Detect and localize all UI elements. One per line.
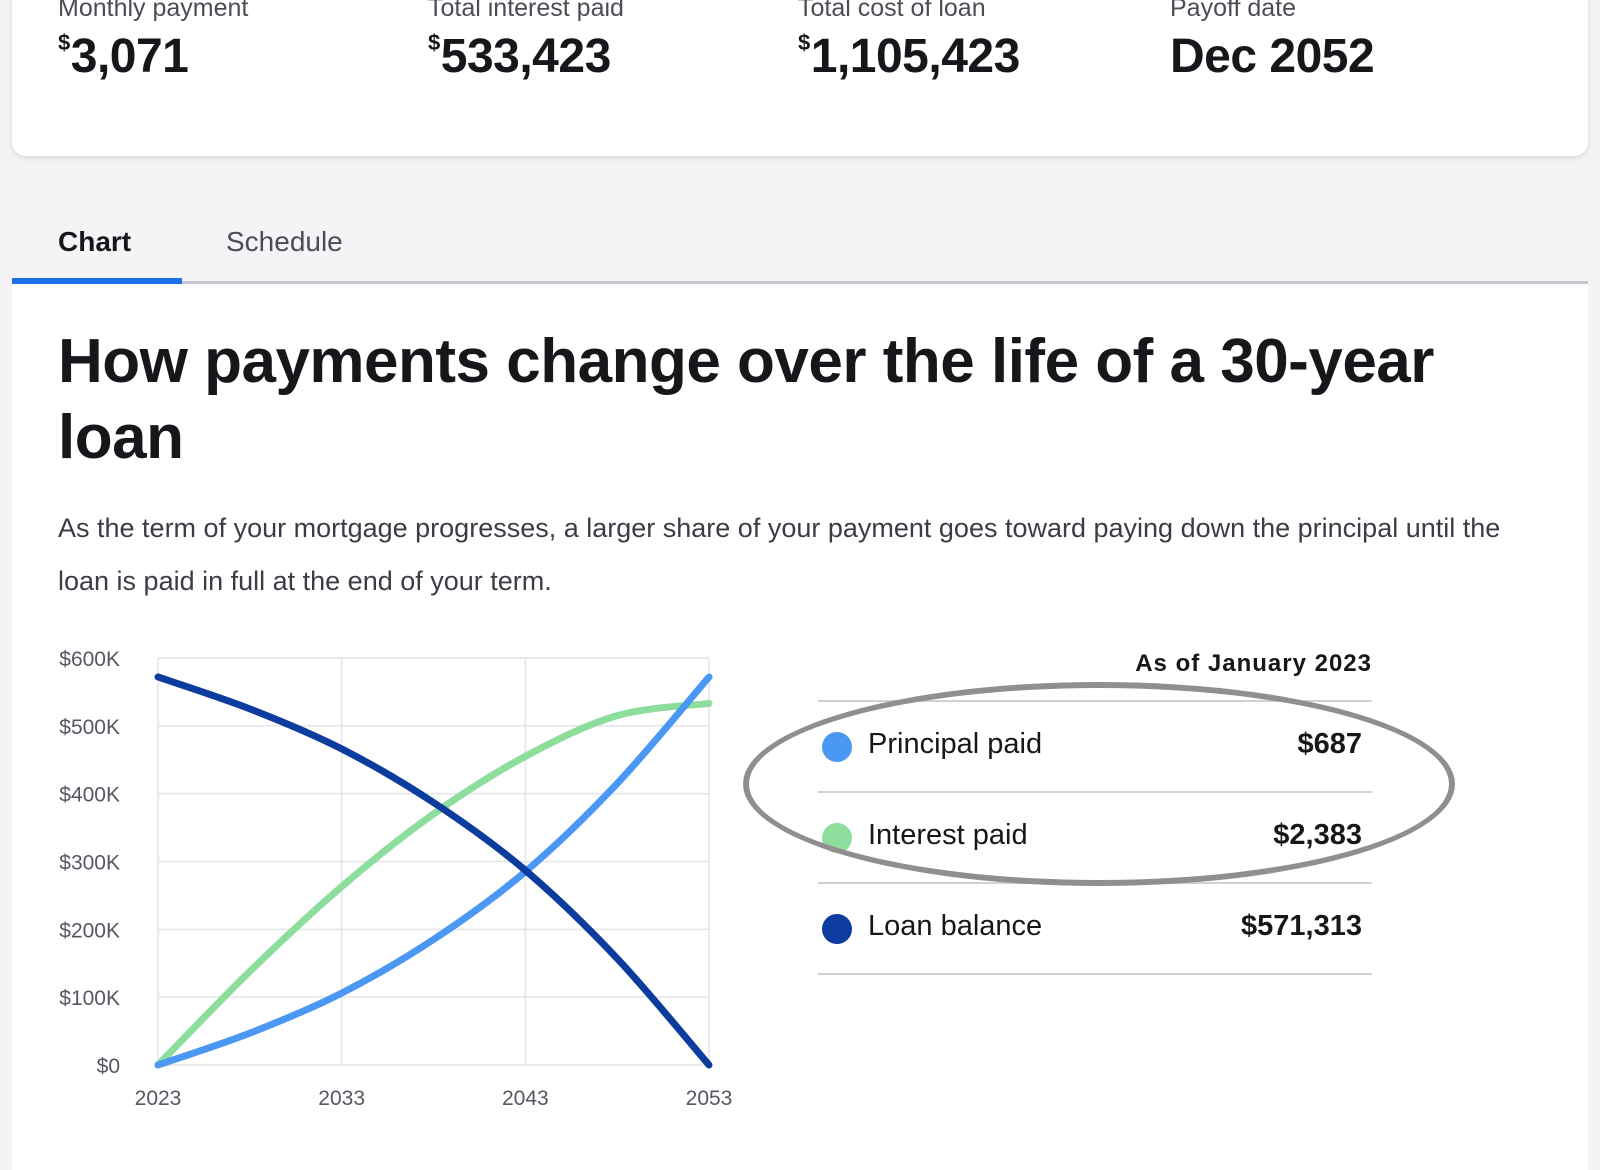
y-tick-label: $200K — [59, 919, 120, 942]
active-tab-indicator — [12, 278, 182, 284]
monthly-payment-stat: Monthly payment $3,071 — [58, 0, 248, 84]
total-cost-label: Total cost of loan — [798, 0, 986, 22]
legend-divider — [818, 700, 1372, 702]
total-interest-value: $533,423 — [428, 29, 624, 84]
legend-value-interest: $2,383 — [1273, 819, 1362, 851]
payoff-date-label: Payoff date — [1170, 0, 1297, 22]
series-line-loan-balance — [154, 673, 713, 1069]
chart-panel: How payments change over the life of a 3… — [12, 284, 1588, 1170]
tab-schedule[interactable]: Schedule — [226, 226, 343, 257]
payoff-date-stat: Payoff date Dec 2052 — [1170, 0, 1375, 84]
payoff-date-value: Dec 2052 — [1170, 30, 1375, 83]
monthly-payment-label: Monthly payment — [58, 0, 249, 22]
y-tick-label: $600K — [59, 648, 120, 671]
chart-description: As the term of your mortgage progresses,… — [58, 513, 1501, 596]
total-cost-amount: 1,105,423 — [810, 30, 1021, 83]
interest-dot-icon — [822, 823, 852, 853]
total-cost-stat: Total cost of loan $1,105,423 — [798, 0, 1020, 84]
x-tick-label: 2053 — [686, 1087, 733, 1110]
principal-dot-icon — [822, 732, 852, 762]
chart-title: How payments change over the life of a 3… — [58, 327, 1434, 472]
x-tick-label: 2023 — [135, 1087, 182, 1110]
legend-row-interest: Interest paid $2,383 — [818, 793, 1372, 884]
total-interest-amount: 533,423 — [440, 30, 612, 83]
legend-row-balance: Loan balance $571,313 — [818, 884, 1372, 975]
total-interest-stat: Total interest paid $533,423 — [428, 0, 624, 84]
balance-dot-icon — [822, 914, 852, 944]
legend-label-principal: Principal paid — [868, 728, 1043, 760]
series-line-interest-paid — [154, 699, 713, 1069]
currency-symbol: $ — [428, 30, 440, 55]
y-tick-label: $0 — [97, 1055, 120, 1078]
legend-heading: As of January 2023 — [1135, 650, 1372, 677]
legend-row-principal: Principal paid $687 — [818, 702, 1372, 793]
currency-symbol: $ — [798, 30, 810, 55]
view-tabs: Chart Schedule — [12, 212, 1588, 284]
tab-chart[interactable]: Chart — [58, 226, 132, 257]
y-tick-label: $500K — [59, 716, 120, 739]
series-line-principal-paid — [154, 673, 713, 1069]
x-tick-label: 2043 — [502, 1087, 549, 1110]
monthly-payment-value: $3,071 — [58, 29, 248, 84]
legend-label-balance: Loan balance — [868, 910, 1043, 942]
total-interest-label: Total interest paid — [428, 0, 624, 22]
monthly-payment-amount: 3,071 — [70, 30, 189, 83]
tabs-divider — [12, 281, 1588, 284]
loan-summary-card: Monthly payment $3,071 Total interest pa… — [12, 0, 1588, 156]
legend-label-interest: Interest paid — [868, 819, 1028, 851]
legend-value-principal: $687 — [1297, 728, 1362, 760]
currency-symbol: $ — [58, 30, 70, 55]
total-cost-value: $1,105,423 — [798, 29, 1020, 84]
x-tick-label: 2033 — [318, 1087, 365, 1110]
y-tick-label: $300K — [59, 852, 120, 875]
y-tick-label: $400K — [59, 784, 120, 807]
legend-value-balance: $571,313 — [1241, 910, 1362, 942]
y-tick-label: $100K — [59, 987, 120, 1010]
